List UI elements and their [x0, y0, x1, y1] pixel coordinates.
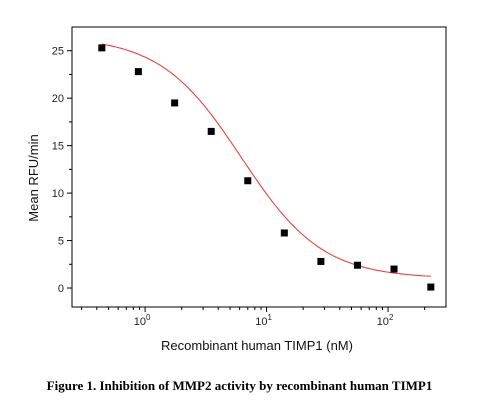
data-point	[171, 99, 179, 107]
data-point	[427, 283, 435, 291]
data-point	[280, 229, 288, 237]
y-tick-label: 10	[52, 188, 64, 200]
y-tick-label: 20	[52, 93, 64, 105]
x-tick-label: 101	[255, 313, 272, 328]
x-axis-label: Recombinant human TIMP1 (nM)	[161, 338, 353, 353]
fit-curve	[101, 43, 431, 277]
data-point	[390, 265, 398, 273]
y-axis-label: Mean RFU/min	[26, 134, 41, 221]
data-point	[353, 261, 361, 269]
x-tick-label: 100	[134, 313, 151, 328]
data-point	[317, 257, 325, 265]
y-tick-label: 0	[58, 283, 64, 295]
data-point	[244, 177, 252, 185]
plot-frame	[71, 26, 447, 308]
data-point	[134, 68, 142, 76]
data-point	[98, 44, 106, 52]
y-tick-label: 25	[52, 46, 64, 58]
figure-caption: Figure 1. Inhibition of MMP2 activity by…	[46, 378, 433, 393]
y-tick-label: 5	[58, 236, 64, 248]
x-tick-label: 102	[377, 313, 394, 328]
data-point	[207, 127, 215, 135]
y-tick-label: 15	[52, 141, 64, 153]
plot-area: 0 5 10 15 20 25 100 101 102	[52, 26, 447, 328]
